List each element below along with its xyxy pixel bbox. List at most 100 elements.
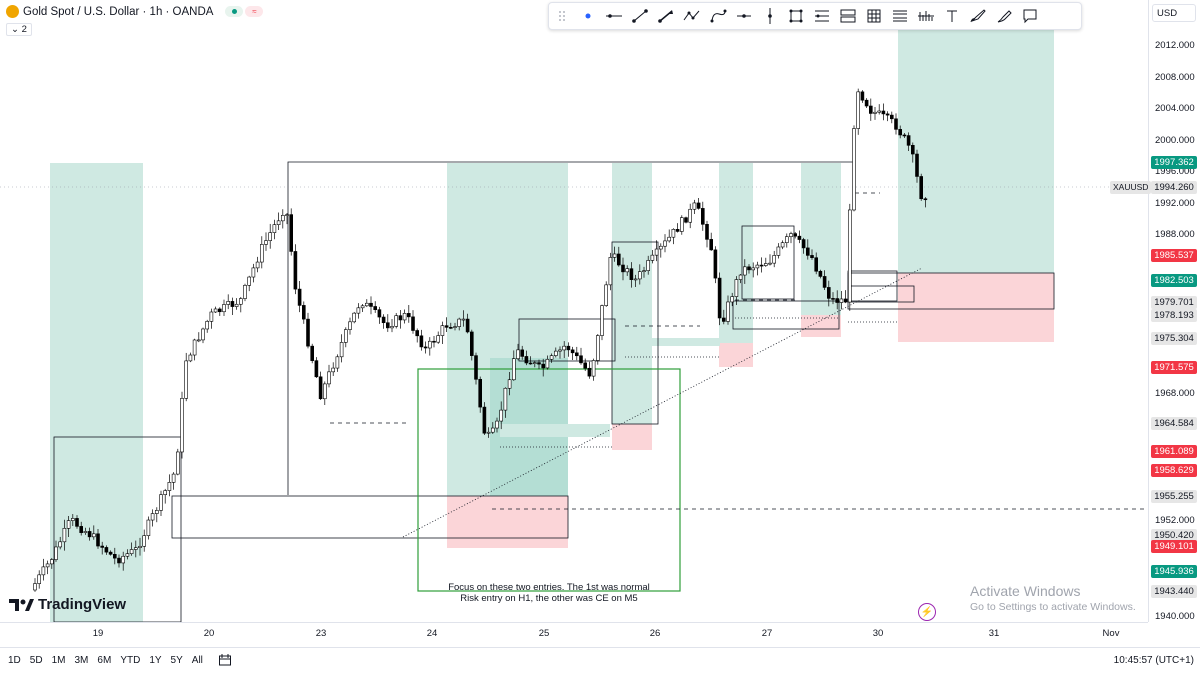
drag-handle-icon[interactable] — [549, 5, 575, 27]
fib-icon[interactable] — [887, 5, 913, 27]
candle-body — [604, 284, 609, 306]
price-label[interactable]: 1961.089 — [1151, 445, 1197, 458]
symbol-title[interactable]: Gold Spot / U.S. Dollar · 1h · OANDA — [23, 5, 214, 18]
drawing-toolbar[interactable] — [548, 2, 1082, 30]
activate-windows-watermark: Activate Windows Go to Settings to activ… — [970, 583, 1136, 613]
price-label[interactable]: 1985.537 — [1151, 249, 1197, 262]
price-label[interactable]: 1949.101 — [1151, 540, 1197, 553]
price-axis[interactable]: 2012.000 2008.000 2004.000 2000.000 1996.000… — [1148, 0, 1200, 622]
path-icon[interactable] — [653, 5, 679, 27]
price-label[interactable]: 1975.304 — [1151, 332, 1197, 345]
range-button-1y[interactable]: 1Y — [149, 655, 162, 666]
price-label[interactable]: 1994.260 — [1151, 181, 1197, 194]
price-tick: 2012.000 — [1155, 40, 1195, 51]
dot-icon[interactable] — [575, 5, 601, 27]
position-zones[interactable] — [50, 28, 1054, 622]
data-status-icon[interactable]: ≈ — [245, 6, 264, 17]
candle-body — [289, 214, 294, 252]
candle-body — [688, 208, 693, 223]
bottom-toolbar[interactable]: 1D 5D 1M 3M 6M YTD 1Y 5Y All 10:45:57 (UTC+1) — [0, 647, 1200, 676]
candle-body — [772, 255, 777, 264]
table-icon[interactable] — [861, 5, 887, 27]
price-label[interactable]: 1943.440 — [1151, 585, 1197, 598]
price-label[interactable]: 1979.701 — [1151, 296, 1197, 309]
candle-body — [562, 345, 567, 351]
range-button-5d[interactable]: 5D — [29, 655, 43, 666]
price-label[interactable]: 1997.362 — [1151, 156, 1197, 169]
range-button-5y[interactable]: 5Y — [170, 655, 183, 666]
rectangle-icon[interactable] — [783, 5, 809, 27]
go-to-date-icon[interactable] — [218, 653, 232, 672]
candle-body — [285, 214, 289, 216]
price-tick: 1940.000 — [1155, 611, 1195, 622]
polyline-icon[interactable] — [679, 5, 705, 27]
price-label[interactable]: 1955.255 — [1151, 490, 1197, 503]
time-label: 25 — [538, 628, 550, 639]
clock-timezone[interactable]: 10:45:57 (UTC+1) — [1113, 655, 1194, 666]
candle-body — [411, 316, 415, 331]
currency-selector[interactable]: USD — [1152, 4, 1196, 22]
candle-body — [331, 367, 336, 373]
candle-body — [62, 528, 67, 543]
candle-body — [276, 220, 281, 225]
comment-icon[interactable] — [1017, 5, 1043, 27]
time-axis[interactable]: 19 20 23 24 25 26 27 30 31 Nov — [0, 622, 1148, 647]
range-button-1d[interactable]: 1D — [8, 655, 21, 666]
candle-body — [58, 541, 63, 548]
chart-annotation[interactable]: Focus on these two entries. The 1st was … — [418, 582, 680, 604]
market-status-icon[interactable] — [225, 6, 244, 17]
candle-body — [915, 153, 919, 177]
volume-icon[interactable] — [913, 5, 939, 27]
horizontal-ray-icon[interactable] — [731, 5, 757, 27]
candle-body — [390, 326, 394, 329]
price-label[interactable]: 1950.420 — [1151, 529, 1197, 542]
trend-line-icon[interactable] — [627, 5, 653, 27]
date-range-buttons[interactable]: 1D 5D 1M 3M 6M YTD 1Y 5Y All — [8, 655, 203, 666]
range-button-all[interactable]: All — [191, 655, 203, 666]
highlighter-icon[interactable] — [991, 5, 1017, 27]
candle-body — [155, 510, 159, 514]
candle-body — [906, 135, 911, 146]
range-button-1m[interactable]: 1M — [51, 655, 66, 666]
candle-body — [784, 236, 789, 243]
vertical-line-icon[interactable] — [757, 5, 783, 27]
symbol-header[interactable]: Gold Spot / U.S. Dollar · 1h · OANDA ≈ — [6, 5, 264, 18]
candle-body — [92, 533, 96, 538]
tradingview-logo[interactable]: TradingView — [8, 596, 126, 613]
horizontal-line-icon[interactable] — [601, 5, 627, 27]
brush-icon[interactable] — [965, 5, 991, 27]
candle-body — [511, 358, 516, 381]
candle-body — [142, 535, 146, 547]
candlestick-series[interactable] — [33, 88, 928, 592]
position-icon[interactable] — [835, 5, 861, 27]
range-button-3m[interactable]: 3M — [74, 655, 89, 666]
range-button-ytd[interactable]: YTD — [120, 655, 141, 666]
range-button-6m[interactable]: 6M — [97, 655, 112, 666]
price-label[interactable]: 1978.193 — [1151, 309, 1197, 322]
price-chart[interactable] — [0, 0, 1148, 622]
candle-body — [898, 129, 903, 136]
candle-body — [797, 235, 802, 240]
text-icon[interactable] — [939, 5, 965, 27]
price-label[interactable]: 1958.629 — [1151, 464, 1197, 477]
time-label: 23 — [315, 628, 327, 639]
replay-icon[interactable]: ⚡ — [918, 603, 936, 621]
indicator-collapse-button[interactable]: ⌄ 2 — [6, 23, 32, 36]
curve-icon[interactable] — [705, 5, 731, 27]
candle-body — [54, 546, 58, 560]
price-label[interactable]: 1971.575 — [1151, 361, 1197, 374]
candle-body — [79, 526, 83, 533]
candle-body — [322, 383, 327, 400]
price-label[interactable]: 1964.584 — [1151, 417, 1197, 430]
candle-body — [343, 329, 348, 343]
candle-body — [457, 318, 462, 327]
level-lines[interactable] — [0, 186, 1148, 538]
candle-body — [705, 224, 709, 240]
candle-body — [637, 271, 642, 280]
candle-body — [184, 360, 188, 399]
price-label[interactable]: 1945.936 — [1151, 565, 1197, 578]
candle-body — [87, 531, 92, 538]
candle-body — [675, 229, 680, 232]
price-label[interactable]: 1982.503 — [1151, 274, 1197, 287]
parallel-channel-icon[interactable] — [809, 5, 835, 27]
